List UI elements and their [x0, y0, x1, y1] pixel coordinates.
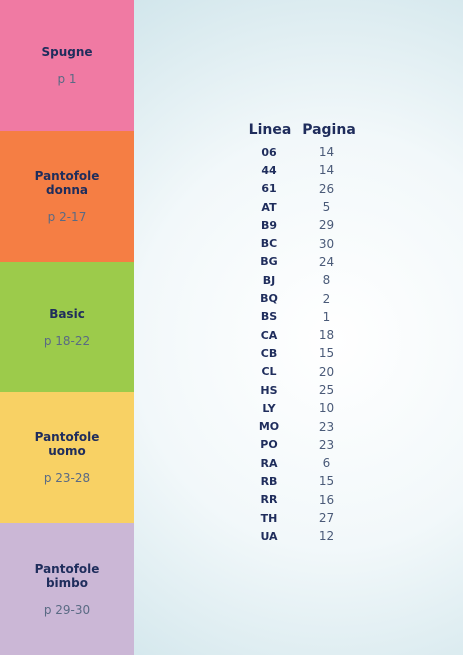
section-title: Pantofole donna — [34, 169, 100, 197]
section-pages: p 29-30 — [43, 602, 91, 617]
line-code: BS — [260, 310, 278, 324]
page-number: 14 — [318, 163, 335, 178]
section-spugne[interactable]: Spugne p 1 — [0, 0, 134, 131]
page-number: 8 — [322, 273, 331, 288]
table-row: 61 26 — [243, 180, 368, 198]
section-title: Spugne — [41, 45, 93, 59]
page-number: 18 — [318, 328, 335, 343]
table-row: RR 16 — [243, 491, 368, 509]
line-page-index: Linea Pagina 06 14 44 14 61 26 AT 5 B9 29 BC 30 BG 24… — [243, 120, 368, 546]
page-number: 25 — [318, 383, 335, 397]
table-row: MO 23 — [243, 417, 368, 435]
page-number: 24 — [318, 254, 335, 269]
category-sidebar: Spugne p 1 Pantofole donna p 2-17 Basic … — [0, 0, 134, 655]
table-row: RB 15 — [243, 472, 368, 490]
table-row: BJ 8 — [243, 271, 368, 289]
page-number: 23 — [318, 437, 335, 452]
page-number: 15 — [318, 474, 335, 489]
line-code: B9 — [260, 218, 278, 232]
table-header: Linea Pagina — [243, 120, 368, 140]
line-code: BQ — [260, 292, 278, 306]
section-pages: p 1 — [57, 72, 77, 86]
line-code: 06 — [261, 145, 277, 159]
section-pages: p 2-17 — [47, 210, 87, 224]
line-code: TH — [260, 511, 278, 525]
line-code: CA — [260, 328, 278, 342]
table-row: CL 20 — [243, 363, 368, 381]
page-number: 5 — [322, 200, 331, 215]
page-number: 14 — [318, 145, 335, 160]
line-code: PO — [260, 438, 278, 452]
line-code: 61 — [261, 182, 277, 196]
section-title: Basic — [49, 306, 85, 321]
table-row: PO 23 — [243, 436, 368, 454]
table-row: LY 10 — [243, 399, 368, 417]
page-number: 10 — [318, 401, 335, 416]
section-title: Pantofole bimbo — [34, 561, 100, 590]
section-pages: p 18-22 — [43, 333, 91, 348]
section-title: Pantofole uomo — [34, 430, 100, 458]
line-code: BC — [260, 237, 278, 251]
section-pages: p 23-28 — [43, 471, 91, 485]
table-row: BG 24 — [243, 253, 368, 271]
line-code: BG — [260, 255, 278, 269]
page-number: 29 — [318, 218, 335, 233]
page-number: 6 — [322, 456, 331, 471]
line-code: 44 — [261, 163, 277, 177]
table-row: 44 14 — [243, 161, 368, 179]
section-basic[interactable]: Basic p 18-22 — [0, 262, 134, 392]
table-row: HS 25 — [243, 381, 368, 399]
line-code: RA — [260, 456, 278, 470]
table-rows: 06 14 44 14 61 26 AT 5 B9 29 BC 30 BG 24 BJ 8 BQ 2 BS 1 CA 18… — [243, 143, 368, 546]
table-row: CA 18 — [243, 326, 368, 344]
line-code: UA — [260, 529, 278, 543]
section-pantofole-donna[interactable]: Pantofole donna p 2-17 — [0, 131, 134, 262]
table-row: CB 15 — [243, 344, 368, 362]
page-number: 30 — [318, 236, 335, 251]
page-number: 12 — [318, 529, 335, 544]
line-code: CB — [260, 346, 278, 360]
page-number: 16 — [318, 492, 335, 507]
page-number: 23 — [318, 419, 335, 434]
line-code: CL — [261, 365, 277, 379]
page-number: 27 — [318, 511, 335, 526]
table-row: 06 14 — [243, 143, 368, 161]
page-number: 2 — [322, 291, 331, 306]
table-row: UA 12 — [243, 527, 368, 545]
table-row: BC 30 — [243, 234, 368, 252]
table-row: BQ 2 — [243, 289, 368, 307]
header-linea: Linea — [248, 122, 292, 138]
line-code: BJ — [262, 273, 276, 287]
line-code: LY — [262, 401, 276, 415]
table-row: B9 29 — [243, 216, 368, 234]
page-number: 20 — [318, 364, 335, 379]
page-number: 1 — [322, 309, 331, 324]
table-row: AT 5 — [243, 198, 368, 216]
line-code: AT — [261, 200, 277, 214]
header-pagina: Pagina — [302, 122, 356, 138]
line-code: MO — [258, 420, 280, 434]
line-code: RR — [260, 493, 278, 507]
table-row: RA 6 — [243, 454, 368, 472]
line-code: RB — [260, 474, 278, 488]
table-row: BS 1 — [243, 308, 368, 326]
table-row: TH 27 — [243, 509, 368, 527]
page-number: 26 — [318, 181, 335, 196]
page-number: 15 — [318, 346, 335, 361]
line-code: HS — [260, 383, 278, 397]
section-pantofole-uomo[interactable]: Pantofole uomo p 23-28 — [0, 392, 134, 523]
section-pantofole-bimbo[interactable]: Pantofole bimbo p 29-30 — [0, 523, 134, 655]
